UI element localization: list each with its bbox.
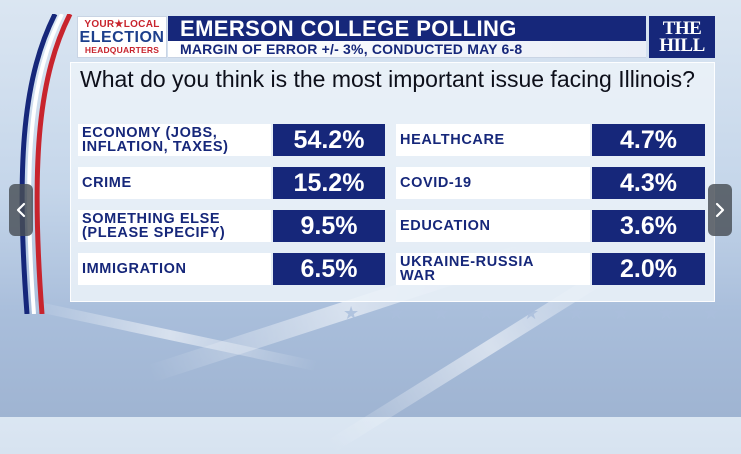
brand-line-2: HILL xyxy=(659,35,705,56)
poll-question: What do you think is the most important … xyxy=(80,66,695,92)
issue-label-line: COVID-19 xyxy=(400,175,472,191)
background-star: ★ xyxy=(523,303,540,324)
issue-label-line: (PLEASE SPECIFY) xyxy=(82,225,226,241)
the-hill-logo: THE HILL xyxy=(649,16,715,58)
poll-title: EMERSON COLLEGE POLLING xyxy=(168,16,646,41)
issue-label-line: UKRAINE-RUSSIA xyxy=(400,254,535,270)
election-hq-logo: YOUR★LOCAL ELECTION HEADQUARTERS xyxy=(77,16,167,58)
logo-line-2: ELECTION xyxy=(79,29,165,46)
issue-percentage: 4.3% xyxy=(592,167,705,199)
background-star: ★ xyxy=(658,303,675,324)
issue-label-line: HEALTHCARE xyxy=(400,132,505,148)
issue-label-line: CRIME xyxy=(82,175,132,191)
background-star: ★ xyxy=(388,303,405,324)
issue-percentage: 15.2% xyxy=(273,167,385,199)
issue-label: CRIME xyxy=(78,167,271,199)
issue-label-line: IMMIGRATION xyxy=(82,261,187,277)
issue-percentage: 54.2% xyxy=(273,124,385,156)
background-star: ★ xyxy=(343,303,360,324)
issue-percentage: 2.0% xyxy=(592,253,705,285)
issue-label-line: WAR xyxy=(400,268,436,284)
issue-percentage: 3.6% xyxy=(592,210,705,242)
issue-label-line: INFLATION, TAXES) xyxy=(82,139,229,155)
background-star: ★ xyxy=(433,303,450,324)
issue-label: HEALTHCARE xyxy=(396,124,590,156)
issue-label-line: EDUCATION xyxy=(400,218,491,234)
chevron-left-icon xyxy=(16,202,26,218)
issue-label: EDUCATION xyxy=(396,210,590,242)
chevron-right-icon xyxy=(715,202,725,218)
issue-label-line: SOMETHING ELSE xyxy=(82,211,221,227)
logo-line-3: HEADQUARTERS xyxy=(84,45,160,55)
next-slide-button[interactable] xyxy=(708,184,732,236)
background-star: ★ xyxy=(568,303,585,324)
previous-slide-button[interactable] xyxy=(9,184,33,236)
issue-percentage: 6.5% xyxy=(273,253,385,285)
issue-label: IMMIGRATION xyxy=(78,253,271,285)
background-light-streak xyxy=(22,298,318,372)
logo-line-1: YOUR★LOCAL xyxy=(84,19,160,30)
background-star: ★ xyxy=(613,303,630,324)
issue-percentage: 9.5% xyxy=(273,210,385,242)
issue-percentage: 4.7% xyxy=(592,124,705,156)
background-star: ★ xyxy=(703,303,720,324)
issue-label: UKRAINE-RUSSIA WAR xyxy=(396,253,590,285)
brand-line-1: THE xyxy=(662,18,702,39)
background-star: ★ xyxy=(478,303,495,324)
poll-subtitle: MARGIN OF ERROR +/- 3%, CONDUCTED MAY 6-… xyxy=(168,41,646,58)
issue-label: ECONOMY (JOBS, INFLATION, TAXES) xyxy=(78,124,271,156)
issue-label: COVID-19 xyxy=(396,167,590,199)
issue-label: SOMETHING ELSE (PLEASE SPECIFY) xyxy=(78,210,271,242)
flag-stripes-decoration xyxy=(19,14,73,314)
issue-label-line: ECONOMY (JOBS, xyxy=(82,125,218,141)
